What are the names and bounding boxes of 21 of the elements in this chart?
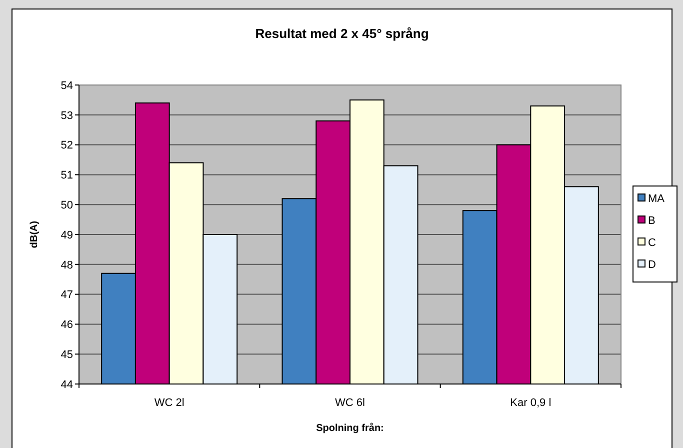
y-tick-label: 51 xyxy=(60,170,73,182)
x-tick-label: WC 6l xyxy=(335,397,365,409)
x-axis-title: Spolning från: xyxy=(316,422,384,434)
y-tick-label: 44 xyxy=(60,378,73,391)
y-tick-label: 48 xyxy=(60,259,73,272)
y-tick-label: 49 xyxy=(60,229,73,242)
legend-label: D xyxy=(648,258,656,271)
legend-label: C xyxy=(648,236,656,249)
x-tick-label: Kar 0,9 l xyxy=(510,397,552,409)
y-tick-label: 54 xyxy=(60,80,73,92)
y-tick-label: 50 xyxy=(60,199,73,212)
x-tick-label: WC 2l xyxy=(154,397,184,409)
chart-title: Resultat med 2 x 45° språng xyxy=(255,26,429,41)
y-tick-label: 47 xyxy=(60,289,73,302)
y-tick-label: 53 xyxy=(60,110,73,122)
legend-label: MA xyxy=(648,192,666,205)
y-axis-title: dB(A) xyxy=(29,220,40,248)
legend-label: B xyxy=(648,214,656,227)
y-tick-label: 46 xyxy=(60,319,73,332)
y-tick-label: 45 xyxy=(60,348,73,361)
y-tick-label: 52 xyxy=(60,140,73,152)
